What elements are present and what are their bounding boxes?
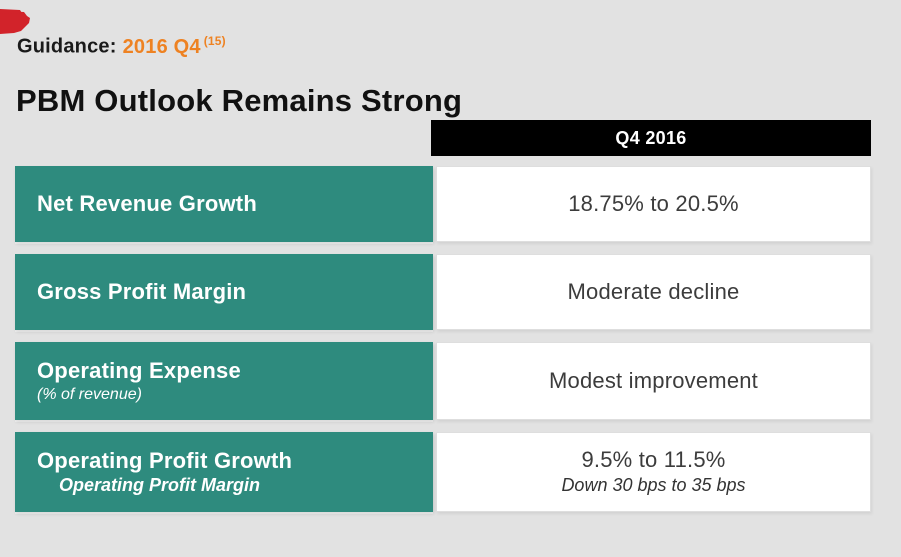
row-sublabel: Operating Profit Margin — [59, 474, 261, 495]
row-label-cell: Operating Profit Growth Operating Profit… — [15, 432, 433, 512]
slide-kicker: Guidance: 2016 Q4 (15) — [17, 34, 226, 59]
row-label: Gross Profit Margin — [37, 279, 247, 305]
kicker-highlight: 2016 Q4 — [122, 35, 201, 58]
row-label-cell: Gross Profit Margin — [15, 254, 433, 330]
table-row-gross-profit-margin: Gross Profit Margin Moderate decline — [15, 254, 871, 330]
row-sublabel: (% of revenue) — [37, 385, 142, 403]
column-header-label: Q4 2016 — [615, 127, 687, 148]
table-row-operating-profit-growth: Operating Profit Growth Operating Profit… — [15, 432, 871, 512]
column-header-q4-2016: Q4 2016 — [431, 120, 871, 156]
row-value-cell: 9.5% to 11.5% Down 30 bps to 35 bps — [436, 432, 871, 512]
slide-title: PBM Outlook Remains Strong — [16, 82, 463, 118]
row-value: Modest improvement — [548, 367, 758, 393]
row-subvalue: Down 30 bps to 35 bps — [561, 475, 746, 496]
kicker-footnote-ref: (15) — [203, 34, 226, 48]
row-label: Net Revenue Growth — [37, 191, 257, 217]
table-row-net-revenue-growth: Net Revenue Growth 18.75% to 20.5% — [15, 166, 871, 242]
row-value-cell: 18.75% to 20.5% — [436, 166, 871, 242]
row-value-cell: Moderate decline — [436, 254, 871, 330]
row-value-cell: Modest improvement — [436, 342, 871, 420]
table-row-operating-expense: Operating Expense (% of revenue) Modest … — [15, 342, 871, 420]
row-value: 9.5% to 11.5% — [581, 447, 726, 472]
row-value: 18.75% to 20.5% — [568, 190, 739, 216]
row-value: Moderate decline — [567, 278, 740, 304]
row-label: Operating Profit Growth — [37, 447, 293, 473]
kicker-prefix: Guidance: — [17, 35, 117, 58]
row-label: Operating Expense — [37, 358, 241, 384]
row-label-cell: Net Revenue Growth — [15, 166, 433, 242]
row-label-cell: Operating Expense (% of revenue) — [15, 342, 433, 420]
brand-logo-fragment-icon — [0, 9, 30, 34]
